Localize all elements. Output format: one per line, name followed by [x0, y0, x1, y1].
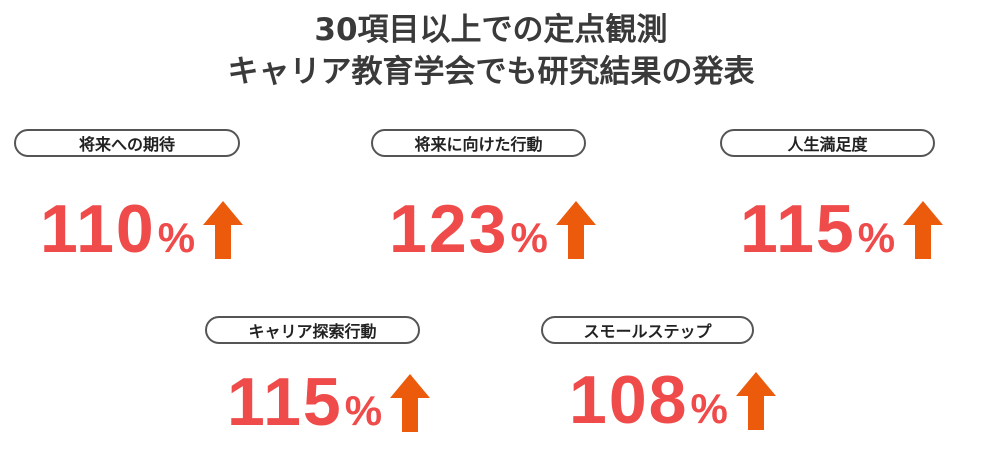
- metric-unit: %: [857, 214, 896, 261]
- metric-label: キャリア探索行動: [205, 316, 420, 344]
- metric-value: 123: [389, 191, 509, 267]
- up-arrow-icon: [390, 374, 431, 432]
- metric-value-row: 123 %: [389, 195, 596, 263]
- metric-value-row: 108 %: [569, 366, 776, 434]
- metric-unit: %: [510, 214, 548, 261]
- metric-unit: %: [344, 387, 383, 434]
- metric-label: スモールステップ: [541, 316, 754, 344]
- metric-value: 110: [40, 191, 156, 267]
- up-arrow-icon: [735, 372, 776, 430]
- metric-value: 115: [740, 191, 856, 267]
- metric-unit: %: [157, 214, 196, 261]
- metric-value-row: 110 %: [40, 191, 244, 267]
- metric-label: 将来への期待: [14, 129, 240, 157]
- metric-value-row: 115 %: [740, 191, 944, 267]
- up-arrow-icon: [555, 201, 596, 259]
- up-arrow-icon: [903, 201, 944, 259]
- metric-value-row: 115 %: [227, 364, 431, 440]
- up-arrow-icon: [203, 201, 244, 259]
- page-title-line-1: 30項目以上での定点観測: [314, 12, 668, 48]
- metric-label: 人生満足度: [720, 129, 935, 157]
- metric-value: 115: [227, 364, 343, 440]
- page-title-line-2: キャリア教育学会でも研究結果の発表: [227, 54, 755, 90]
- metric-label: 将来に向けた行動: [371, 129, 586, 157]
- metric-value: 108: [569, 362, 689, 438]
- metric-unit: %: [690, 385, 728, 432]
